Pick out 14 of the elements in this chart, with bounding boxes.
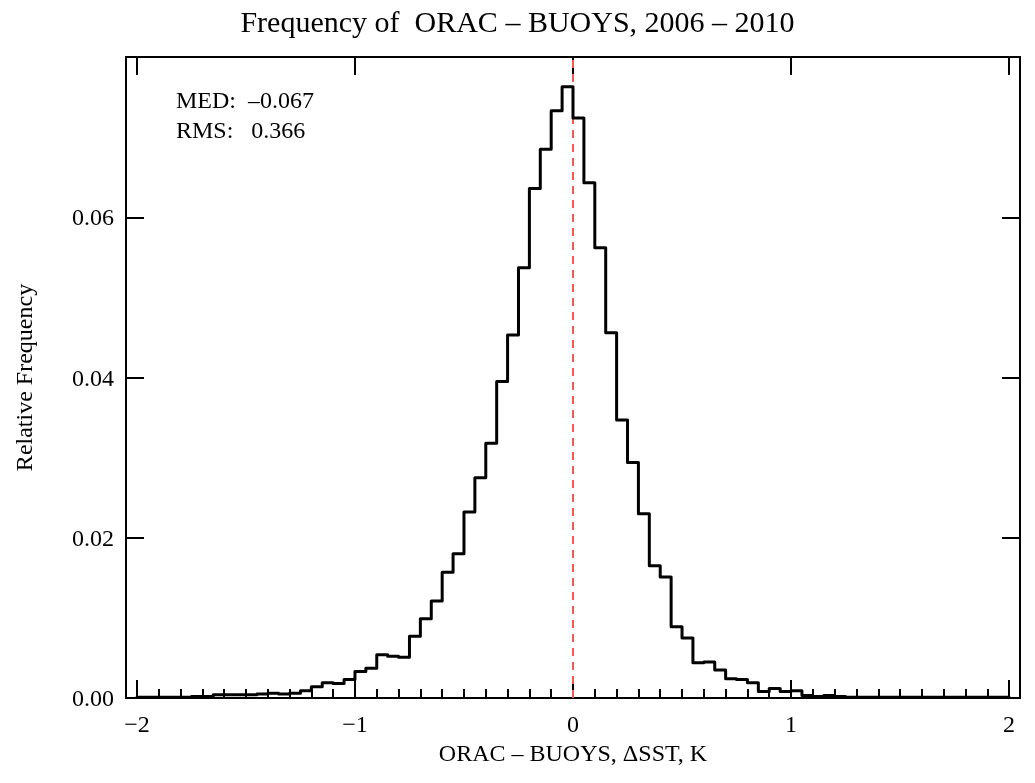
x-tick-label: 0 [567,711,579,737]
x-tick-label: −1 [342,711,368,737]
y-axis-title: Relative Frequency [11,283,37,472]
y-tick-label: 0.06 [72,204,114,231]
x-tick-label: 2 [1003,711,1016,737]
x-tick-label: −2 [124,711,150,737]
chart-title: Frequency of ORAC – BUOYS, 2006 – 2010 [240,4,795,38]
y-tick-label: 0.02 [72,524,114,551]
y-tick-label: 0.00 [72,685,114,711]
y-tick-label: 0.04 [72,364,114,391]
annotation: RMS: 0.366 [176,117,306,143]
x-axis-title: ORAC – BUOYS, ΔSST, K [438,739,708,766]
x-tick-label: 1 [785,711,798,737]
annotation: MED: –0.067 [176,87,314,113]
